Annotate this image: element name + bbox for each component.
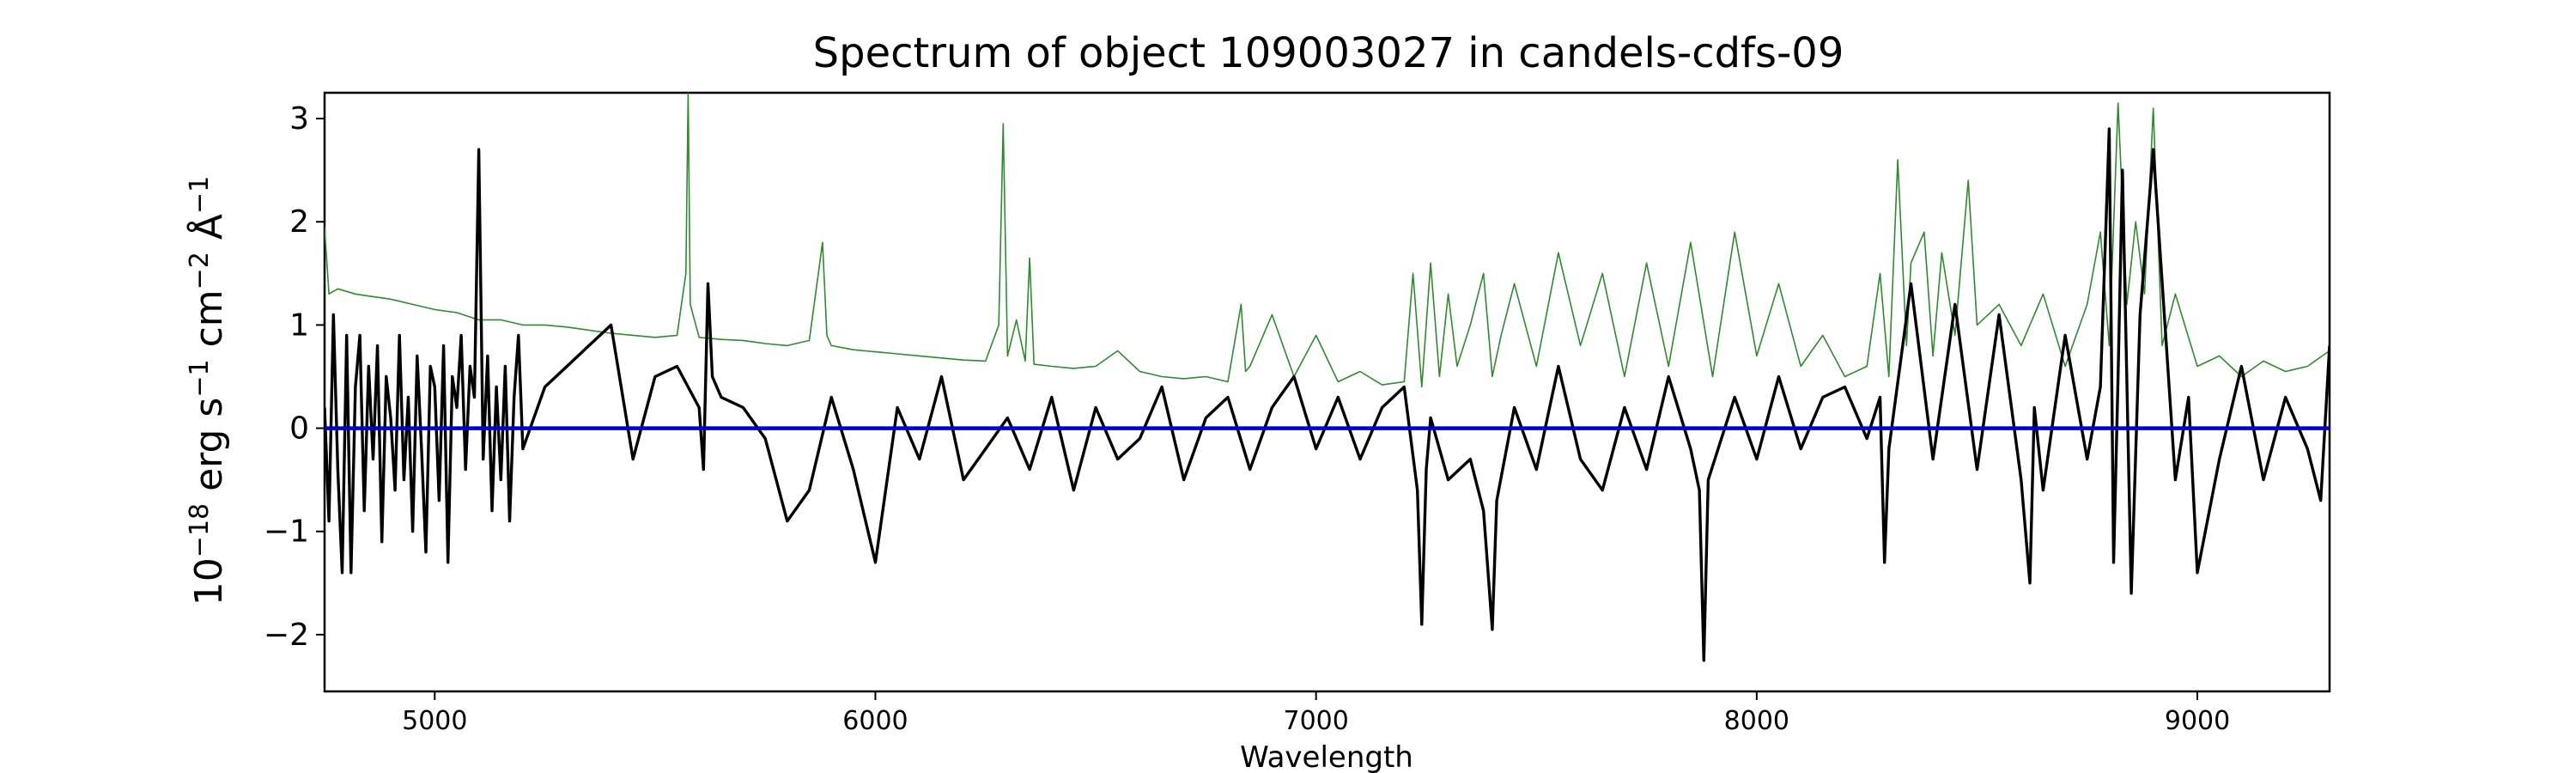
y-label-ang: Å xyxy=(185,214,231,252)
x-axis-ticks: 5000 6000 7000 8000 9000 xyxy=(402,691,2230,736)
y-label-ang-exp: −1 xyxy=(185,176,215,214)
plot-frame xyxy=(323,91,2331,693)
y-label-s-exp: −1 xyxy=(185,359,215,397)
y-tick-label: 1 xyxy=(289,307,309,343)
x-tick-label: 9000 xyxy=(2165,706,2230,736)
y-tick-label: −2 xyxy=(264,618,309,653)
chart-title: Spectrum of object 109003027 in candels-… xyxy=(813,29,1844,77)
x-tick-label: 8000 xyxy=(1724,706,1789,736)
y-axis-label: 10−18 erg s−1 cm−2 Å−1 xyxy=(185,176,231,606)
x-tick-label: 5000 xyxy=(402,706,467,736)
y-label-erg: erg s xyxy=(187,398,231,503)
y-tick-label: −1 xyxy=(264,514,309,550)
y-tick-label: 3 xyxy=(289,101,309,137)
y-label-exp: −18 xyxy=(185,503,215,557)
y-label-cm-exp: −2 xyxy=(185,252,215,289)
flux-series-line xyxy=(325,127,2330,662)
y-label-cm: cm xyxy=(187,289,231,359)
series-layer xyxy=(325,93,2330,662)
x-tick-label: 6000 xyxy=(842,706,908,736)
x-axis-label: Wavelength xyxy=(1240,740,1413,773)
y-axis-ticks: −2 −1 0 1 2 3 xyxy=(264,101,325,653)
x-tick-label: 7000 xyxy=(1283,706,1348,736)
y-label-base: 10 xyxy=(187,557,231,606)
error-series-line xyxy=(325,93,2330,388)
y-tick-label: 0 xyxy=(289,411,309,447)
y-tick-label: 2 xyxy=(289,204,309,240)
